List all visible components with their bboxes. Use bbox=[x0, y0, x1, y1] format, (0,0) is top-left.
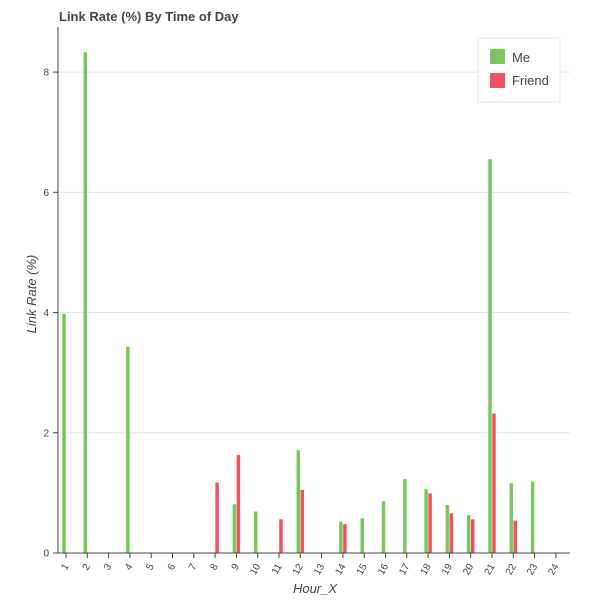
bar-me-16 bbox=[381, 501, 386, 553]
x-tick-label: 21 bbox=[483, 562, 498, 578]
x-tick-label: 22 bbox=[504, 562, 519, 578]
x-tick-label: 24 bbox=[546, 562, 561, 578]
bar-friend-12 bbox=[300, 489, 305, 553]
bar-me-10 bbox=[253, 511, 258, 553]
x-tick-label: 23 bbox=[525, 562, 540, 578]
x-tick-labels: 1 2 3 4 5 6 7 8 9 10 11 12 13 14 15 16 17 18 19 20 21 22 23 24 bbox=[59, 562, 561, 578]
grid-lines bbox=[58, 71, 570, 434]
bar-me-23 bbox=[530, 481, 535, 553]
bar-me-14 bbox=[339, 521, 343, 553]
bar-friend-9 bbox=[236, 455, 241, 553]
bar-me-1 bbox=[62, 313, 66, 553]
x-tick-label: 12 bbox=[291, 562, 306, 578]
bar-friend-19 bbox=[449, 513, 454, 553]
bar-friend-20 bbox=[470, 519, 475, 553]
x-tick-label: 8 bbox=[208, 562, 221, 573]
legend-swatch-friend bbox=[490, 73, 505, 88]
x-tick-label: 6 bbox=[166, 562, 179, 573]
bar-me-15 bbox=[360, 518, 364, 553]
bar-me-4 bbox=[126, 346, 130, 553]
bar-me-2 bbox=[83, 52, 88, 554]
bar-me-12 bbox=[296, 450, 301, 553]
y-tick-label: 2 bbox=[43, 428, 49, 439]
bar-me-20 bbox=[466, 515, 471, 553]
bar-friend-14 bbox=[343, 524, 347, 553]
x-tick-label: 17 bbox=[397, 562, 412, 578]
bar-me-18 bbox=[424, 489, 428, 553]
x-tick-label: 20 bbox=[461, 562, 476, 578]
legend-label-friend: Friend bbox=[512, 73, 549, 88]
x-axis-title: Hour_X bbox=[293, 581, 338, 596]
x-tick-label: 16 bbox=[376, 562, 391, 578]
legend-label-me: Me bbox=[512, 50, 530, 65]
bar-friend-11 bbox=[279, 519, 283, 553]
x-tick-label: 9 bbox=[230, 562, 243, 573]
x-tick-label: 19 bbox=[440, 562, 455, 578]
bars bbox=[62, 52, 535, 554]
y-axis-title: Link Rate (%) bbox=[24, 255, 39, 334]
bar-me-17 bbox=[403, 479, 407, 553]
y-tick-label: 8 bbox=[43, 68, 49, 79]
bar-friend-21 bbox=[492, 413, 496, 553]
x-tick-label: 4 bbox=[123, 562, 136, 573]
bar-me-21 bbox=[488, 159, 492, 553]
bar-me-9 bbox=[232, 504, 237, 553]
bar-friend-22 bbox=[513, 520, 518, 553]
y-tick-label: 0 bbox=[43, 549, 49, 560]
x-tick-label: 2 bbox=[81, 562, 94, 573]
x-tick-label: 11 bbox=[270, 562, 285, 577]
x-tick-label: 14 bbox=[333, 562, 348, 578]
y-tick-labels: 0 2 4 6 8 bbox=[43, 68, 49, 560]
legend-box bbox=[477, 37, 561, 103]
legend: Me Friend bbox=[477, 37, 561, 103]
x-tick-label: 7 bbox=[187, 562, 200, 573]
bar-me-19 bbox=[445, 504, 450, 553]
legend-swatch-me bbox=[490, 49, 505, 64]
y-tick-label: 6 bbox=[43, 188, 49, 199]
x-tick-label: 3 bbox=[102, 562, 115, 573]
x-tick-label: 5 bbox=[144, 562, 157, 573]
bar-friend-8 bbox=[215, 482, 219, 553]
y-tick-label: 4 bbox=[43, 308, 49, 319]
x-tick-label: 10 bbox=[248, 562, 263, 578]
bar-friend-18 bbox=[428, 493, 432, 553]
bar-me-22 bbox=[509, 483, 514, 553]
x-tick-label: 13 bbox=[312, 562, 327, 578]
chart-title: Link Rate (%) By Time of Day bbox=[59, 9, 239, 24]
x-tick-label: 18 bbox=[419, 562, 434, 578]
x-tick-label: 1 bbox=[59, 562, 72, 573]
x-tick-label: 15 bbox=[355, 562, 370, 578]
axes bbox=[53, 27, 570, 558]
